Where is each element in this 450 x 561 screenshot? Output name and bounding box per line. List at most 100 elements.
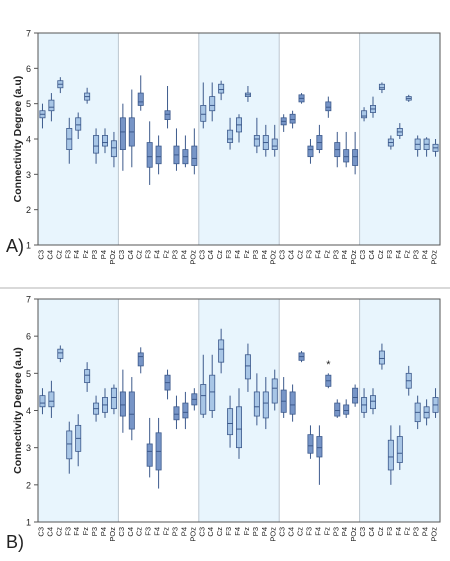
x-tick-label: C3 (117, 250, 126, 260)
x-tick-label: F3 (304, 250, 313, 259)
box-poz (352, 384, 359, 407)
x-tick-label: C4 (287, 250, 296, 260)
box-iqr (361, 110, 368, 119)
x-tick-label: F4 (313, 250, 322, 259)
x-tick-label: Fz (242, 250, 251, 259)
box-c3 (119, 369, 126, 433)
box-fz (244, 343, 251, 392)
box-f3 (227, 117, 234, 150)
box-c4 (128, 89, 135, 168)
box-c3 (39, 103, 46, 129)
box-iqr (307, 145, 314, 158)
box-iqr (128, 391, 135, 430)
box-f3 (146, 121, 153, 185)
box-c4 (209, 354, 216, 418)
x-tick-label: C4 (206, 250, 215, 260)
box-poz (352, 131, 359, 175)
x-tick-label: C3 (36, 527, 45, 537)
box-c4 (370, 96, 376, 118)
box-iqr (75, 117, 82, 131)
x-tick-label: Fz (162, 527, 171, 536)
box-poz (110, 131, 117, 168)
box-fz (325, 96, 332, 118)
x-tick-label: C3 (197, 250, 206, 260)
box-poz (110, 384, 117, 415)
y-tick-label: 6 (26, 64, 31, 74)
x-tick-label: C4 (126, 250, 135, 260)
x-tick-label: C4 (367, 527, 376, 537)
box-f4 (316, 124, 323, 154)
box-cz (378, 82, 385, 94)
x-tick-label: P4 (421, 527, 430, 536)
x-tick-label: C3 (358, 527, 367, 537)
box-iqr (48, 391, 55, 408)
y-tick-label: 2 (26, 205, 31, 215)
x-tick-label: P4 (260, 527, 269, 536)
box-iqr (155, 145, 162, 165)
box-iqr (271, 138, 278, 150)
x-tick-label: C3 (278, 250, 287, 260)
x-tick-label: C4 (45, 527, 54, 537)
box-c4 (370, 388, 376, 415)
x-tick-label: C3 (278, 527, 287, 537)
x-tick-label: F4 (233, 527, 242, 536)
box-c4 (289, 110, 296, 129)
box-iqr (102, 135, 108, 147)
y-tick-label: 4 (26, 135, 31, 145)
box-iqr (39, 395, 46, 408)
box-iqr (253, 391, 260, 417)
x-tick-label: Fz (81, 250, 90, 259)
box-p3 (414, 135, 421, 157)
box-f4 (316, 425, 323, 485)
box-iqr (343, 149, 350, 163)
box-iqr (191, 145, 198, 166)
box-f4 (236, 388, 242, 459)
x-tick-label: Cz (376, 250, 385, 259)
x-tick-label: F4 (72, 527, 81, 536)
x-tick-label: Cz (54, 250, 63, 259)
x-tick-label: P3 (331, 250, 340, 259)
box-p3 (253, 373, 260, 426)
box-poz (271, 369, 278, 411)
box-f3 (227, 395, 234, 448)
x-tick-label: POz (269, 250, 278, 265)
x-tick-label: POz (108, 250, 117, 265)
box-p4 (343, 399, 350, 418)
y-tick-label: 5 (26, 369, 31, 379)
box-iqr (84, 369, 91, 384)
box-iqr (227, 408, 234, 436)
box-poz (191, 388, 198, 411)
box-f4 (155, 417, 162, 489)
y-axis-label: Connectivity Degree (a.u) (12, 76, 24, 203)
panel-divider (0, 287, 450, 289)
box-p3 (93, 128, 100, 164)
box-cz (218, 328, 225, 374)
box-c3 (361, 107, 368, 122)
x-tick-label: P4 (179, 250, 188, 259)
x-tick-label: F3 (385, 527, 394, 536)
y-tick-label: 7 (26, 29, 31, 39)
x-tick-label: C4 (287, 527, 296, 537)
x-tick-label: P4 (179, 527, 188, 536)
y-tick-label: 3 (26, 170, 31, 180)
x-tick-label: Fz (322, 527, 331, 536)
box-iqr (236, 406, 242, 449)
x-tick-label: POz (349, 250, 358, 265)
box-poz (271, 124, 278, 157)
x-tick-label: P3 (251, 527, 260, 536)
x-tick-label: F4 (313, 527, 322, 536)
x-tick-label: C3 (36, 250, 45, 260)
x-tick-label: P3 (170, 527, 179, 536)
x-tick-label: P4 (340, 527, 349, 536)
box-f3 (307, 139, 314, 164)
box-c3 (280, 377, 287, 418)
y-tick-label: 6 (26, 332, 31, 342)
x-tick-label: F3 (63, 250, 72, 259)
x-tick-label: Cz (54, 527, 63, 536)
box-poz (432, 139, 439, 157)
box-c4 (128, 377, 135, 441)
x-tick-label: P4 (99, 250, 108, 259)
